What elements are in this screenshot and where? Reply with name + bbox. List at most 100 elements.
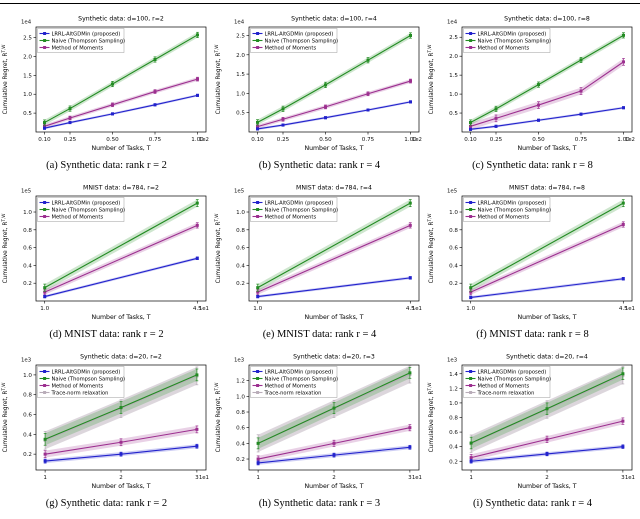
subplot-g: 1 2 3 0.2 0.4 0.6 0.8 1.0 1e3 1e1 Synthetic data: …: [0, 345, 213, 514]
svg-text:0.2: 0.2: [23, 281, 32, 287]
svg-text:MNIST data: d=784, r=4: MNIST data: d=784, r=4: [296, 185, 372, 192]
svg-text:0.6: 0.6: [23, 413, 32, 419]
svg-text:1e1: 1e1: [199, 475, 209, 481]
svg-text:1e1: 1e1: [412, 306, 422, 312]
subplot-c: 0.10 0.25 0.50 0.75 1.00 0.5 1.0 1.5 2.0 2.5 1e4 1e…: [426, 7, 639, 176]
svg-text:0.4: 0.4: [23, 263, 32, 269]
svg-text:0.8: 0.8: [236, 410, 245, 416]
svg-text:Naive (Thompson Sampling): Naive (Thompson Sampling): [478, 38, 552, 44]
svg-text:Trace-norm relaxation: Trace-norm relaxation: [51, 390, 109, 396]
svg-text:0.8: 0.8: [236, 228, 245, 234]
svg-text:1.0: 1.0: [449, 92, 458, 98]
svg-text:LRRL-AltGDMin (proposed): LRRL-AltGDMin (proposed): [478, 369, 547, 375]
svg-text:Number of Tasks, T: Number of Tasks, T: [517, 483, 576, 490]
svg-text:0.6: 0.6: [449, 430, 458, 436]
svg-text:Method of Moments: Method of Moments: [52, 383, 104, 389]
svg-text:0.50: 0.50: [106, 137, 119, 143]
svg-text:1.0: 1.0: [236, 210, 245, 216]
svg-text:Number of Tasks, T: Number of Tasks, T: [91, 314, 150, 321]
svg-text:1e1: 1e1: [199, 306, 209, 312]
svg-text:LRRL-AltGDMin (proposed): LRRL-AltGDMin (proposed): [52, 31, 121, 37]
caption-i: (i) Synthetic data: rank r = 4: [472, 498, 593, 509]
svg-text:1.00: 1.00: [191, 137, 204, 143]
caption-b: (b) Synthetic data: rank r = 4: [258, 160, 381, 171]
figure-page: 0.10 0.25 0.50 0.75 1.00 0.5 1.0 1.5 2.0 2.5 1e4 1e…: [0, 3, 640, 514]
page-top-rule: [0, 3, 640, 4]
svg-text:0.5: 0.5: [23, 111, 32, 117]
svg-text:2.5: 2.5: [23, 36, 32, 42]
svg-text:Naive (Thompson Sampling): Naive (Thompson Sampling): [52, 376, 126, 382]
svg-text:Method of Moments: Method of Moments: [52, 214, 104, 220]
svg-text:1e3: 1e3: [234, 358, 244, 364]
svg-text:1.0: 1.0: [449, 401, 458, 407]
svg-text:1.5: 1.5: [23, 73, 32, 79]
caption-g: (g) Synthetic data: rank r = 2: [45, 498, 168, 509]
svg-text:Synthetic data: d=100, r=2: Synthetic data: d=100, r=2: [78, 16, 164, 23]
caption-c: (c) Synthetic data: rank r = 8: [472, 160, 593, 171]
svg-text:0.25: 0.25: [277, 137, 290, 143]
svg-text:0.75: 0.75: [362, 137, 375, 143]
svg-text:Method of Moments: Method of Moments: [478, 383, 530, 389]
svg-text:Trace-norm relaxation: Trace-norm relaxation: [264, 390, 322, 396]
svg-text:Number of Tasks, T: Number of Tasks, T: [304, 483, 363, 490]
caption-a: (a) Synthetic data: rank r = 2: [46, 160, 167, 171]
svg-text:2.0: 2.0: [23, 54, 32, 60]
svg-text:MNIST data: d=784, r=2: MNIST data: d=784, r=2: [83, 185, 159, 192]
svg-text:0.6: 0.6: [449, 246, 458, 252]
chart-i-canvas: 1 2 3 0.2 0.4 0.6 0.8 1.0 1.2 1.4 1e3 1e1 Synthetic …: [427, 354, 635, 491]
svg-text:1.5: 1.5: [449, 73, 458, 79]
svg-text:1.0: 1.0: [23, 210, 32, 216]
subplot-h: 1 2 3 0.2 0.4 0.6 0.8 1.0 1.2 1e3 1e1 Synthetic dat…: [213, 345, 426, 514]
svg-text:1.0: 1.0: [236, 91, 245, 97]
subplot-d: 1.0 4.5 0.2 0.4 0.6 0.8 1.0 1e5 1e1 MNIST data: d…: [0, 176, 213, 345]
svg-text:Synthetic data: d=20, r=4: Synthetic data: d=20, r=4: [506, 354, 588, 361]
svg-text:0.5: 0.5: [449, 111, 458, 117]
svg-text:2.5: 2.5: [449, 35, 458, 41]
svg-text:0.4: 0.4: [23, 432, 32, 438]
svg-text:Naive (Thompson Sampling): Naive (Thompson Sampling): [478, 207, 552, 213]
svg-text:0.10: 0.10: [38, 137, 51, 143]
svg-text:1e2: 1e2: [412, 137, 422, 143]
svg-text:1e4: 1e4: [21, 20, 32, 26]
svg-text:2: 2: [545, 475, 549, 481]
svg-text:0.75: 0.75: [149, 137, 162, 143]
svg-text:0.4: 0.4: [236, 441, 245, 447]
caption-e: (e) MNIST data: rank r = 4: [262, 329, 377, 340]
svg-text:1.0: 1.0: [466, 306, 475, 312]
subplot-a: 0.10 0.25 0.50 0.75 1.00 0.5 1.0 1.5 2.0 2.5 1e4 1e…: [0, 7, 213, 176]
caption-f: (f) MNIST data: rank r = 8: [476, 329, 589, 340]
svg-text:1.0: 1.0: [236, 394, 245, 400]
svg-text:LRRL-AltGDMin (proposed): LRRL-AltGDMin (proposed): [478, 31, 547, 37]
svg-text:0.50: 0.50: [319, 137, 332, 143]
svg-text:Naive (Thompson Sampling): Naive (Thompson Sampling): [265, 38, 339, 44]
svg-text:4.5: 4.5: [619, 306, 628, 312]
svg-text:0.4: 0.4: [449, 263, 458, 269]
svg-text:LRRL-AltGDMin (proposed): LRRL-AltGDMin (proposed): [478, 200, 547, 206]
svg-text:LRRL-AltGDMin (proposed): LRRL-AltGDMin (proposed): [52, 369, 121, 375]
chart-e-canvas: 1.0 4.5 0.2 0.4 0.6 0.8 1.0 1e5 1e1 MNIST data: d…: [214, 185, 422, 322]
svg-text:Trace-norm relaxation: Trace-norm relaxation: [477, 390, 535, 396]
svg-text:Cumulative Regret, RT,W: Cumulative Regret, RT,W: [427, 45, 435, 115]
svg-text:Cumulative Regret, RT,W: Cumulative Regret, RT,W: [1, 214, 9, 284]
svg-text:3: 3: [408, 475, 412, 481]
svg-text:0.2: 0.2: [23, 452, 32, 458]
svg-text:Cumulative Regret, RT,W: Cumulative Regret, RT,W: [1, 45, 9, 115]
svg-text:Method of Moments: Method of Moments: [265, 45, 317, 51]
subplot-f: 1.0 4.5 0.2 0.4 0.6 0.8 1.0 1e5 1e1 MNIST data: d…: [426, 176, 639, 345]
svg-text:1e5: 1e5: [234, 189, 244, 195]
svg-text:Cumulative Regret, RT,W: Cumulative Regret, RT,W: [1, 383, 9, 453]
svg-text:1e5: 1e5: [21, 189, 31, 195]
svg-text:Method of Moments: Method of Moments: [478, 214, 530, 220]
svg-text:0.6: 0.6: [236, 246, 245, 252]
svg-text:3: 3: [195, 475, 199, 481]
svg-text:1e1: 1e1: [625, 306, 635, 312]
svg-text:2.0: 2.0: [449, 54, 458, 60]
svg-text:0.2: 0.2: [449, 281, 458, 287]
svg-text:Method of Moments: Method of Moments: [265, 214, 317, 220]
chart-d-canvas: 1.0 4.5 0.2 0.4 0.6 0.8 1.0 1e5 1e1 MNIST data: d…: [1, 185, 209, 322]
svg-text:1.2: 1.2: [449, 386, 458, 392]
svg-text:0.8: 0.8: [23, 228, 32, 234]
svg-text:Naive (Thompson Sampling): Naive (Thompson Sampling): [52, 38, 126, 44]
svg-text:0.4: 0.4: [449, 445, 458, 451]
svg-text:1: 1: [469, 475, 473, 481]
